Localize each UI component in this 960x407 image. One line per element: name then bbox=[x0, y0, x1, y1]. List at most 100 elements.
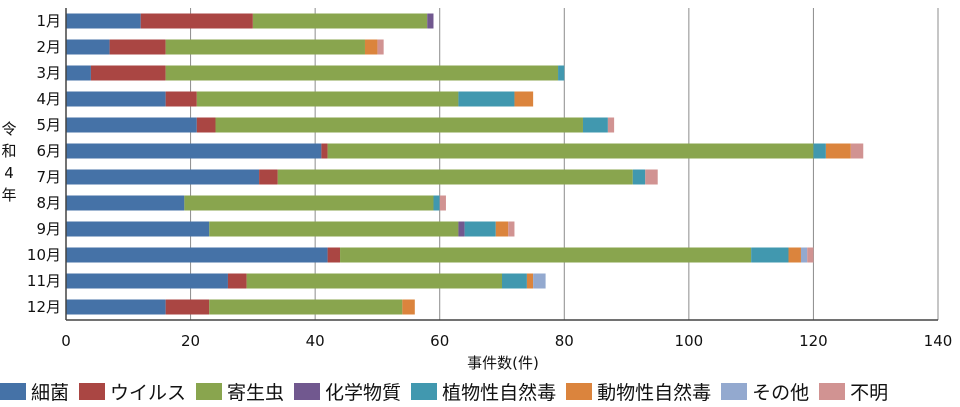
bar-segment bbox=[327, 143, 814, 159]
legend-label: 細菌 bbox=[31, 381, 70, 404]
y-tick-label: 4月 bbox=[36, 90, 61, 108]
legend-item: その他 bbox=[721, 378, 809, 405]
bar-segment bbox=[439, 195, 446, 211]
bar-segment bbox=[252, 13, 428, 29]
y-tick-label: 9月 bbox=[36, 220, 61, 238]
bar-segment bbox=[327, 247, 341, 263]
bar-segment bbox=[66, 13, 141, 29]
legend-label: 植物性自然毒 bbox=[442, 381, 557, 404]
bar-segment bbox=[196, 117, 216, 133]
legend-swatch bbox=[79, 382, 106, 400]
bar-segment bbox=[825, 143, 851, 159]
bar-segment bbox=[502, 273, 527, 289]
legend-swatch bbox=[0, 382, 26, 400]
y-tick-label: 2月 bbox=[36, 38, 61, 56]
legend-swatch bbox=[196, 382, 223, 400]
bar-segment bbox=[850, 143, 864, 159]
legend-item: ウイルス bbox=[79, 378, 186, 405]
x-tick-label: 120 bbox=[799, 332, 828, 350]
bar-segment bbox=[277, 169, 633, 185]
bar-segment bbox=[377, 39, 384, 55]
bar-segment bbox=[508, 221, 515, 237]
bar-segment bbox=[458, 91, 515, 107]
bar-segment bbox=[165, 65, 559, 81]
legend-label: 寄生虫 bbox=[227, 381, 285, 404]
legend-item: 不明 bbox=[819, 378, 888, 405]
bar-segment bbox=[427, 13, 434, 29]
x-tick-labels: 0 20 40 60 80 100 120 140 bbox=[61, 332, 952, 350]
legend-label: 不明 bbox=[850, 381, 889, 404]
bar-segment bbox=[165, 91, 197, 107]
bar-segment bbox=[165, 39, 365, 55]
x-tick-label: 140 bbox=[924, 332, 953, 350]
x-tick-label: 0 bbox=[61, 332, 71, 350]
bar-segment bbox=[196, 91, 459, 107]
bar-segment bbox=[66, 143, 322, 159]
y-tick-label: 12月 bbox=[27, 298, 61, 316]
y-tick-labels: 1月 2月 3月 4月 5月 6月 7月 8月 9月 10月 11月 12月 bbox=[27, 12, 61, 316]
bar-segment bbox=[364, 39, 378, 55]
bar-segment bbox=[246, 273, 502, 289]
bar-segment bbox=[66, 221, 210, 237]
bar-segment bbox=[607, 117, 615, 133]
x-tick-label: 80 bbox=[555, 332, 574, 350]
legend-swatch bbox=[294, 382, 321, 400]
y-tick-label: 1月 bbox=[36, 12, 61, 30]
legend-swatch bbox=[721, 382, 748, 400]
bar-segment bbox=[558, 65, 565, 81]
legend-item: 寄生虫 bbox=[196, 378, 284, 405]
gridlines bbox=[190, 8, 939, 320]
y-axis-title-char: 令 bbox=[1, 120, 16, 138]
x-axis-title: 事件数(件) bbox=[467, 354, 539, 372]
bar-segment bbox=[140, 13, 253, 29]
y-axis-title-char: 年 bbox=[1, 186, 16, 204]
bar-segment bbox=[495, 221, 509, 237]
legend-swatch bbox=[819, 382, 846, 400]
bar-segment bbox=[458, 221, 465, 237]
y-tick-label: 8月 bbox=[36, 194, 61, 212]
bar-segment bbox=[90, 65, 166, 81]
x-tick-label: 40 bbox=[306, 332, 325, 350]
axes bbox=[65, 8, 938, 321]
legend-item: 細菌 bbox=[0, 378, 69, 405]
bar-segment bbox=[464, 221, 496, 237]
bar-segment bbox=[109, 39, 166, 55]
legend-swatch bbox=[411, 382, 438, 400]
y-tick-label: 6月 bbox=[36, 142, 61, 160]
y-axis-title-char: 4 bbox=[4, 164, 14, 182]
legend-swatch bbox=[566, 382, 593, 400]
bar-segment bbox=[788, 247, 801, 263]
bar-segment bbox=[66, 39, 110, 55]
bar-series bbox=[66, 13, 864, 315]
bar-segment bbox=[813, 143, 826, 159]
bar-segment bbox=[66, 169, 260, 185]
x-tick-label: 60 bbox=[430, 332, 449, 350]
bar-segment bbox=[215, 117, 583, 133]
bar-segment bbox=[165, 299, 210, 315]
y-tick-label: 5月 bbox=[36, 116, 61, 134]
bar-segment bbox=[751, 247, 789, 263]
bar-segment bbox=[321, 143, 328, 159]
bar-segment bbox=[184, 195, 434, 211]
legend-item: 動物性自然毒 bbox=[566, 378, 711, 405]
bar-segment bbox=[340, 247, 752, 263]
y-axis-title-char: 和 bbox=[1, 142, 16, 160]
bar-segment bbox=[582, 117, 608, 133]
bar-segment bbox=[514, 91, 534, 107]
bar-segment bbox=[526, 273, 534, 289]
x-tick-label: 20 bbox=[181, 332, 200, 350]
bar-segment bbox=[66, 273, 228, 289]
legend-label: ウイルス bbox=[110, 381, 187, 404]
bar-segment bbox=[632, 169, 646, 185]
legend-item: 化学物質 bbox=[294, 378, 401, 405]
y-axis-title: 令和 4 年 bbox=[1, 120, 16, 204]
x-tick-label: 100 bbox=[675, 332, 704, 350]
bar-segment bbox=[800, 247, 808, 263]
bar-segment bbox=[227, 273, 247, 289]
bar-segment bbox=[209, 299, 403, 315]
bar-chart: 1月 2月 3月 4月 5月 6月 7月 8月 9月 10月 11月 12月 0 20 40 60 80 100… bbox=[1, 8, 952, 372]
bar-segment bbox=[66, 247, 328, 263]
legend: 細菌 ウイルス 寄生虫 化学物質 植物性自然毒 動物性自然毒 その他 不明 bbox=[0, 376, 960, 406]
legend-label: 動物性自然毒 bbox=[597, 381, 712, 404]
bar-segment bbox=[209, 221, 459, 237]
